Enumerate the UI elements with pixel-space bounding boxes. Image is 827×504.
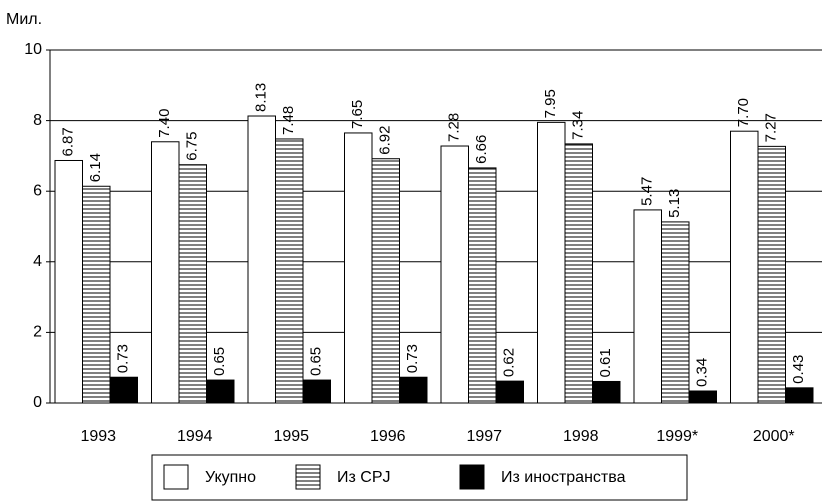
- value-label: 0.34: [694, 358, 711, 387]
- bar: [495, 380, 524, 404]
- x-tick-label: 1996: [370, 428, 406, 445]
- value-label: 7.28: [446, 113, 463, 142]
- x-tick-label: 1995: [273, 428, 309, 445]
- x-tick-label: 1999*: [656, 428, 698, 445]
- value-label: 6.92: [377, 126, 394, 155]
- y-tick-label: 8: [33, 112, 42, 129]
- y-tick-label: 0: [33, 394, 42, 411]
- legend-swatch: [459, 464, 485, 490]
- legend-label: Укупно: [205, 469, 256, 486]
- value-label: 7.40: [156, 109, 173, 138]
- value-label: 6.66: [473, 135, 490, 164]
- legend-label: Из иностранства: [501, 469, 626, 486]
- x-tick-label: 2000*: [753, 428, 795, 445]
- bar: [302, 379, 331, 404]
- bar: [730, 130, 759, 404]
- value-label: 0.73: [404, 344, 421, 373]
- legend-swatch: [295, 464, 321, 490]
- value-label: 0.73: [115, 344, 132, 373]
- y-tick-label: 6: [33, 182, 42, 199]
- y-tick-label: 10: [24, 41, 42, 58]
- bar: [785, 387, 814, 404]
- legend-label: Из СРЈ: [337, 469, 391, 486]
- bar: [564, 143, 593, 404]
- bar: [178, 164, 207, 404]
- x-tick-label: 1997: [466, 428, 502, 445]
- value-label: 7.34: [570, 111, 587, 140]
- value-label: 0.65: [308, 347, 325, 376]
- value-label: 6.14: [87, 153, 104, 182]
- legend-box: [151, 454, 688, 501]
- value-label: 7.65: [349, 100, 366, 129]
- value-label: 6.87: [60, 127, 77, 156]
- bar: [344, 132, 373, 404]
- bar: [688, 390, 717, 404]
- value-label: 0.61: [597, 348, 614, 377]
- bar: [592, 380, 621, 404]
- bar: [371, 158, 400, 404]
- bar: [537, 121, 566, 404]
- bar: [440, 145, 469, 404]
- value-label: 7.70: [735, 98, 752, 127]
- bar: [757, 145, 786, 404]
- y-tick-label: 2: [33, 324, 42, 341]
- y-tick-label: 4: [33, 253, 42, 270]
- x-tick-label: 1993: [80, 428, 116, 445]
- value-label: 6.75: [184, 132, 201, 161]
- bar: [633, 209, 662, 404]
- value-label: 0.62: [501, 348, 518, 377]
- legend-swatch: [163, 464, 189, 490]
- bar: [247, 115, 276, 404]
- value-label: 7.27: [763, 113, 780, 142]
- value-label: 8.13: [253, 83, 270, 112]
- bar: [399, 376, 428, 404]
- value-label: 5.13: [666, 189, 683, 218]
- y-axis-label: Мил.: [6, 11, 42, 28]
- value-label: 5.47: [639, 177, 656, 206]
- bar: [109, 376, 138, 404]
- bar: [468, 167, 497, 404]
- value-label: 0.65: [211, 347, 228, 376]
- value-label: 7.48: [280, 106, 297, 135]
- bar: [206, 379, 235, 404]
- bar: [54, 159, 83, 404]
- x-tick-label: 1994: [177, 428, 213, 445]
- value-label: 7.95: [542, 89, 559, 118]
- bar: [82, 185, 111, 404]
- bar: [151, 141, 180, 404]
- x-tick-label: 1998: [563, 428, 599, 445]
- bar: [661, 221, 690, 404]
- bar: [275, 138, 304, 404]
- value-label: 0.43: [790, 355, 807, 384]
